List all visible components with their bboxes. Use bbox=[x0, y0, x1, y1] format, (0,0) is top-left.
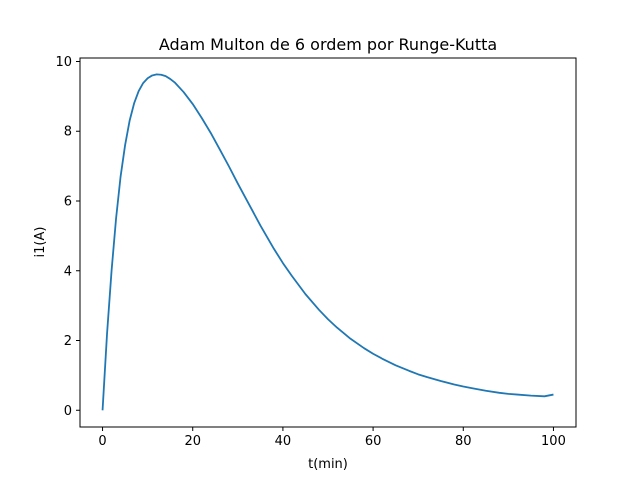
axes-frame bbox=[79, 57, 577, 428]
y-tick-label: 8 bbox=[64, 125, 72, 140]
x-axis-label: t(min) bbox=[308, 457, 348, 472]
y-tick-label: 0 bbox=[64, 404, 72, 419]
x-tick-label: 60 bbox=[365, 434, 382, 449]
x-tick-label: 0 bbox=[98, 434, 106, 449]
y-tick-label: 6 bbox=[64, 194, 72, 209]
chart-title: Adam Multon de 6 ordem por Runge-Kutta bbox=[159, 35, 497, 54]
y-axis-label: i1(A) bbox=[33, 227, 48, 258]
series-line-0 bbox=[101, 73, 554, 411]
y-tick-label: 10 bbox=[55, 55, 72, 70]
plot-area bbox=[101, 73, 554, 411]
x-tick-label: 100 bbox=[541, 434, 566, 449]
x-tick-label: 80 bbox=[455, 434, 472, 449]
x-tick-label: 40 bbox=[275, 434, 292, 449]
x-axis: 0 20 40 60 80 100 bbox=[98, 427, 566, 449]
y-axis: 0 2 4 6 8 10 bbox=[55, 55, 80, 419]
y-tick-label: 4 bbox=[64, 264, 72, 279]
y-tick-label: 2 bbox=[64, 334, 72, 349]
x-tick-label: 20 bbox=[184, 434, 201, 449]
